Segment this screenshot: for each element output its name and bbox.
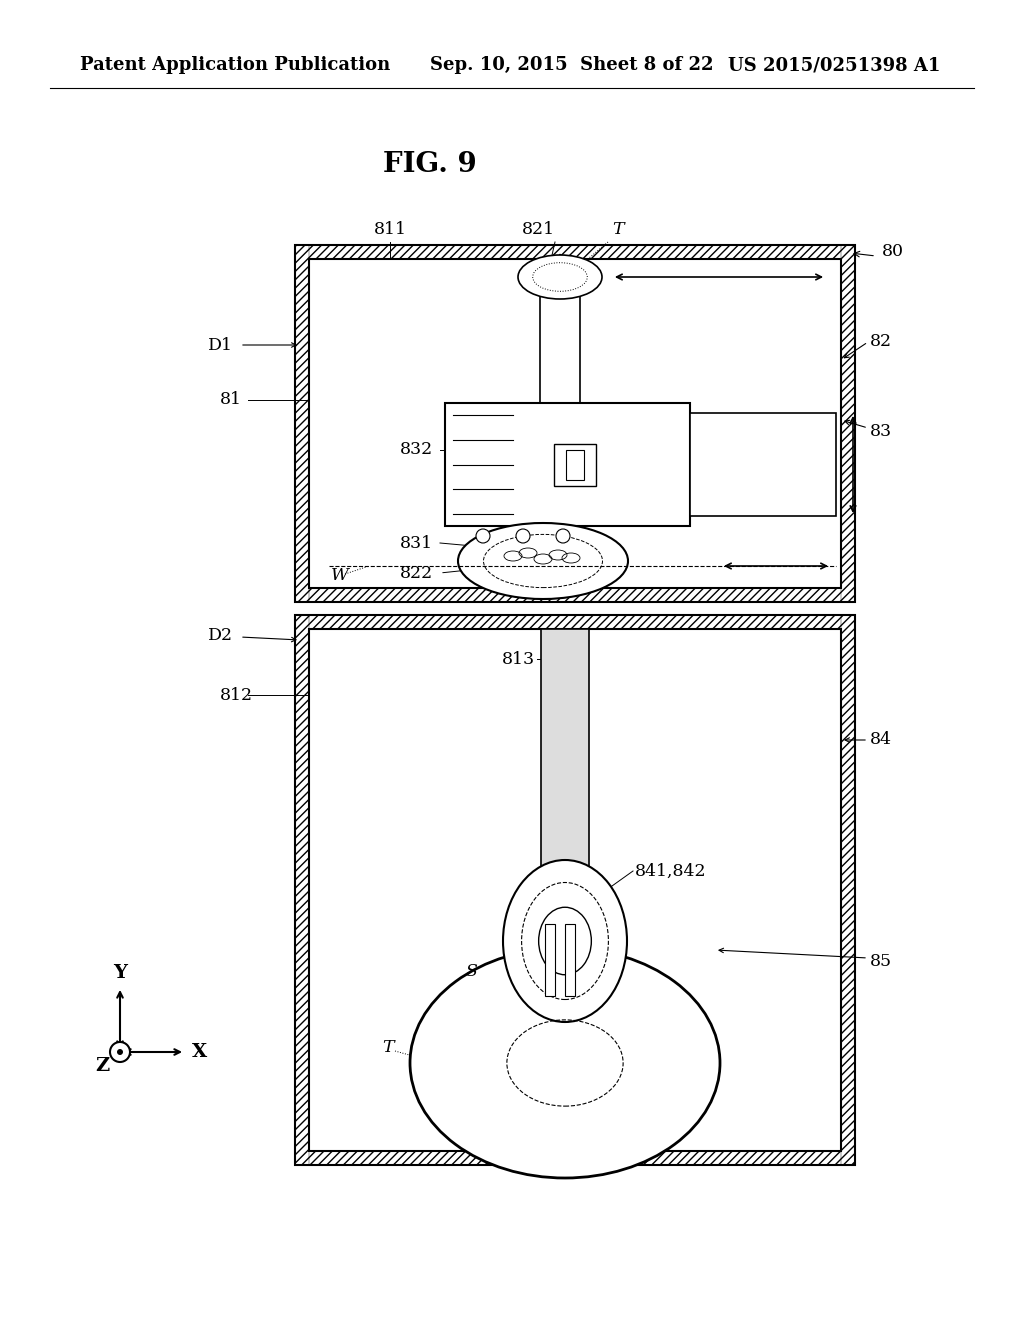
Bar bbox=[295, 615, 855, 630]
Bar bbox=[309, 259, 841, 587]
Text: 831: 831 bbox=[400, 535, 433, 552]
Text: 821: 821 bbox=[522, 220, 555, 238]
Bar bbox=[566, 450, 584, 479]
Circle shape bbox=[110, 1041, 130, 1063]
Text: US 2015/0251398 A1: US 2015/0251398 A1 bbox=[728, 55, 940, 74]
Bar bbox=[295, 615, 855, 1166]
Ellipse shape bbox=[518, 255, 602, 300]
Ellipse shape bbox=[458, 523, 628, 599]
Bar bbox=[545, 924, 555, 997]
Text: 84: 84 bbox=[870, 731, 892, 748]
Bar bbox=[295, 246, 309, 602]
Text: 811: 811 bbox=[374, 220, 407, 238]
Text: T: T bbox=[382, 1040, 393, 1056]
Circle shape bbox=[516, 529, 530, 543]
Bar bbox=[841, 246, 855, 602]
Bar bbox=[295, 246, 855, 602]
Bar bbox=[295, 246, 855, 259]
Bar bbox=[540, 259, 580, 433]
Bar bbox=[690, 413, 836, 516]
Text: 85: 85 bbox=[870, 953, 892, 970]
Text: D2: D2 bbox=[208, 627, 233, 644]
Text: 80: 80 bbox=[882, 243, 904, 260]
Text: Y: Y bbox=[113, 964, 127, 982]
Ellipse shape bbox=[503, 861, 627, 1022]
Bar bbox=[554, 444, 596, 486]
Bar bbox=[565, 924, 575, 997]
Text: 83: 83 bbox=[870, 424, 892, 441]
Text: S: S bbox=[465, 962, 477, 979]
Text: 813: 813 bbox=[502, 651, 535, 668]
Text: FIG. 9: FIG. 9 bbox=[383, 152, 477, 178]
Circle shape bbox=[556, 529, 570, 543]
Text: 81: 81 bbox=[220, 392, 242, 408]
Bar bbox=[295, 587, 855, 602]
Circle shape bbox=[117, 1049, 123, 1055]
Circle shape bbox=[476, 529, 490, 543]
Bar bbox=[445, 403, 690, 525]
Text: 822: 822 bbox=[400, 565, 433, 582]
Text: 832: 832 bbox=[400, 441, 433, 458]
Text: D1: D1 bbox=[208, 337, 233, 354]
Text: Sep. 10, 2015  Sheet 8 of 22: Sep. 10, 2015 Sheet 8 of 22 bbox=[430, 55, 714, 74]
Ellipse shape bbox=[410, 948, 720, 1177]
Text: X: X bbox=[191, 1043, 207, 1061]
Bar bbox=[841, 615, 855, 1166]
Bar bbox=[295, 615, 309, 1166]
Text: Patent Application Publication: Patent Application Publication bbox=[80, 55, 390, 74]
Text: 841,842: 841,842 bbox=[635, 862, 707, 879]
Bar bbox=[541, 630, 589, 936]
Text: Z: Z bbox=[95, 1057, 110, 1074]
Bar bbox=[295, 1151, 855, 1166]
Text: 812: 812 bbox=[220, 686, 253, 704]
Text: 82: 82 bbox=[870, 334, 892, 351]
Bar bbox=[309, 630, 841, 1151]
Text: T: T bbox=[612, 220, 624, 238]
Text: W: W bbox=[331, 568, 349, 585]
Ellipse shape bbox=[539, 907, 591, 974]
